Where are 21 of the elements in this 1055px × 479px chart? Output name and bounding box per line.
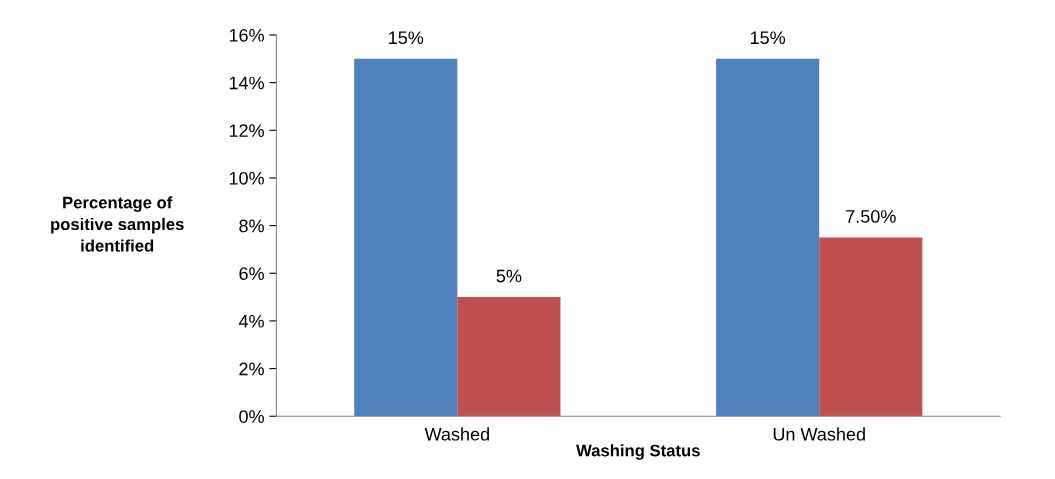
y-tick-label: 10%: [229, 171, 264, 185]
y-tick-label: 12%: [229, 124, 264, 137]
y-tick-label: 6%: [239, 267, 264, 280]
data-label: 15%: [750, 31, 786, 45]
x-tick-label: Un Washed: [773, 427, 865, 441]
y-tick-label: 8%: [239, 219, 264, 233]
x-tick-label: Washed: [424, 427, 489, 441]
y-axis-title: Percentage of positive samples identified: [51, 196, 184, 252]
bar: [819, 237, 923, 417]
data-label: 5%: [496, 269, 522, 283]
data-label: 7.50%: [846, 210, 896, 223]
bar: [354, 58, 458, 417]
y-tick-label: 16%: [229, 28, 264, 42]
bar: [716, 58, 820, 417]
y-tick-label: 4%: [238, 314, 264, 328]
data-label: 15%: [389, 31, 424, 45]
x-axis-title: Washing Status: [576, 444, 700, 460]
bar: [457, 297, 561, 417]
y-tick-label: 2%: [239, 362, 264, 376]
y-tick-label: 14%: [229, 76, 264, 90]
y-tick-label: 0%: [239, 410, 264, 423]
